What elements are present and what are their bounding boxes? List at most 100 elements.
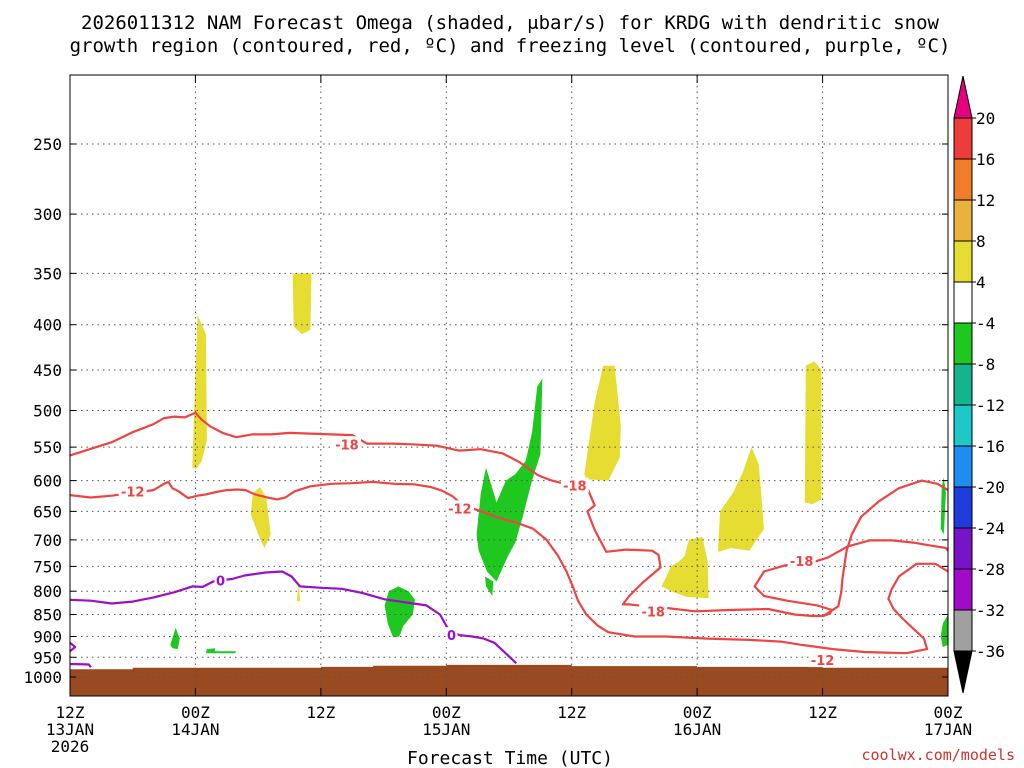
- y-tick-label: 800: [33, 582, 62, 601]
- x-tick-label: 00Z: [432, 703, 461, 722]
- colorbar-segment: [953, 281, 973, 324]
- colorbar-label: -12: [976, 396, 1005, 415]
- y-tick-label: 550: [33, 438, 62, 457]
- contour-layer: [69, 411, 949, 668]
- contour-label-background: [445, 627, 458, 643]
- negative-omega-region: [940, 477, 946, 535]
- x-tick-label: 13JAN: [46, 720, 94, 739]
- colorbar-bottom-arrow: [953, 650, 973, 694]
- y-tick-label: 500: [33, 402, 62, 421]
- dendritic-contour-line: [822, 479, 949, 617]
- freezing-level-contour-line: [70, 662, 92, 668]
- negative-omega-region: [940, 614, 948, 647]
- colorbar-label: 4: [976, 273, 986, 292]
- y-tick-label: 650: [33, 502, 62, 521]
- contour-label: 0: [216, 574, 225, 589]
- y-tick-label: 1000: [23, 668, 62, 687]
- negative-omega-region: [205, 648, 216, 654]
- x-tick-label: 12Z: [306, 703, 335, 722]
- contour-label: -18: [790, 555, 814, 570]
- colorbar-segment: [953, 445, 973, 488]
- x-tick-label: 00Z: [683, 703, 712, 722]
- colorbar-segment: [953, 363, 973, 406]
- chart-title-line-1: 2026011312 NAM Forecast Omega (shaded, μ…: [81, 12, 939, 34]
- contour-label-background: [332, 436, 361, 452]
- x-tick-label: 12Z: [56, 703, 85, 722]
- terrain-layer: [70, 664, 948, 696]
- colorbar-label: 20: [976, 109, 995, 128]
- colorbar-segment: [953, 240, 973, 283]
- positive-omega-region: [250, 487, 271, 548]
- colorbar-segment: [953, 609, 973, 652]
- terrain-fill: [70, 664, 948, 696]
- contour-label: -12: [811, 654, 835, 669]
- negative-omega-region: [170, 627, 180, 650]
- colorbar-segment: [953, 404, 973, 447]
- colorbar-label: -24: [976, 519, 1005, 538]
- positive-omega-region: [718, 447, 764, 552]
- credit-text: coolwx.com/models: [861, 746, 1015, 764]
- x-tick-label: 15JAN: [422, 720, 470, 739]
- positive-omega-region: [804, 361, 822, 505]
- colorbar: 20 16 12 8 4 -4 -8 -12 -16 -20 -24 -28 -32 -36: [953, 75, 1005, 694]
- colorbar-segment: [953, 568, 973, 611]
- contour-label-background: [787, 553, 816, 569]
- colorbar-label: 12: [976, 191, 995, 210]
- x-tick-label: 12Z: [557, 703, 586, 722]
- contour-label-background: [808, 652, 837, 668]
- colorbar-label: 8: [976, 232, 986, 251]
- positive-omega-region: [296, 581, 300, 602]
- freezing-level-contour-line: [69, 641, 77, 653]
- contour-label: 0: [447, 629, 456, 644]
- colorbar-segment: [953, 322, 973, 365]
- negative-omega-region: [213, 651, 237, 654]
- colorbar-segment: [953, 486, 973, 529]
- negative-omega-region: [384, 586, 415, 638]
- contour-label-background: [214, 572, 227, 588]
- y-tick-label: 600: [33, 472, 62, 491]
- negative-omega-region: [476, 378, 543, 582]
- y-tick-label: 450: [33, 361, 62, 380]
- chart-title-line-2: growth region (contoured, red, ºC) and f…: [70, 35, 951, 57]
- x-tick-label: 16JAN: [673, 720, 721, 739]
- x-tick-label: 00Z: [934, 703, 963, 722]
- y-tick-label: 300: [33, 205, 62, 224]
- dendritic-contour-line: [69, 411, 949, 618]
- positive-omega-region: [661, 537, 709, 599]
- x-tick-label: 2026: [51, 737, 90, 756]
- colorbar-label: -16: [976, 437, 1005, 456]
- y-tick-label: 250: [33, 135, 62, 154]
- colorbar-segment: [953, 117, 973, 160]
- contour-label-layer: -18 -12 -12 -18 -18 -18 -12 0 0: [118, 436, 837, 669]
- colorbar-label: -32: [976, 601, 1005, 620]
- colorbar-top-arrow: [953, 75, 973, 119]
- colorbar-label: -36: [976, 642, 1005, 661]
- x-tick-label: 14JAN: [171, 720, 219, 739]
- x-tick-label: 17JAN: [924, 720, 972, 739]
- y-tick-label: 750: [33, 557, 62, 576]
- colorbar-segment: [953, 527, 973, 570]
- contour-label-background: [639, 603, 668, 619]
- contour-label: -18: [641, 605, 665, 620]
- colorbar-label: -28: [976, 560, 1005, 579]
- plot-frame: [69, 74, 949, 697]
- contour-label-background: [560, 477, 589, 493]
- contour-label-background: [445, 500, 474, 516]
- contour-label: -12: [448, 502, 472, 517]
- omega-shading-layer: [170, 273, 948, 654]
- y-tick-label: 350: [33, 264, 62, 283]
- contour-label: -18: [335, 438, 359, 453]
- x-tick-label: 00Z: [181, 703, 210, 722]
- y-tick-label: 700: [33, 531, 62, 550]
- y-tick-label: 950: [33, 648, 62, 667]
- negative-omega-region: [485, 576, 494, 596]
- contour-label: -12: [121, 485, 145, 500]
- positive-omega-region: [292, 273, 312, 335]
- y-axis: 250 300 350 400 450 500 550 600 650 700 750 800 850 9…: [23, 135, 948, 687]
- x-tick-label: 12Z: [808, 703, 837, 722]
- colorbar-label: 16: [976, 150, 995, 169]
- colorbar-segment: [953, 158, 973, 201]
- colorbar-label: -8: [976, 355, 995, 374]
